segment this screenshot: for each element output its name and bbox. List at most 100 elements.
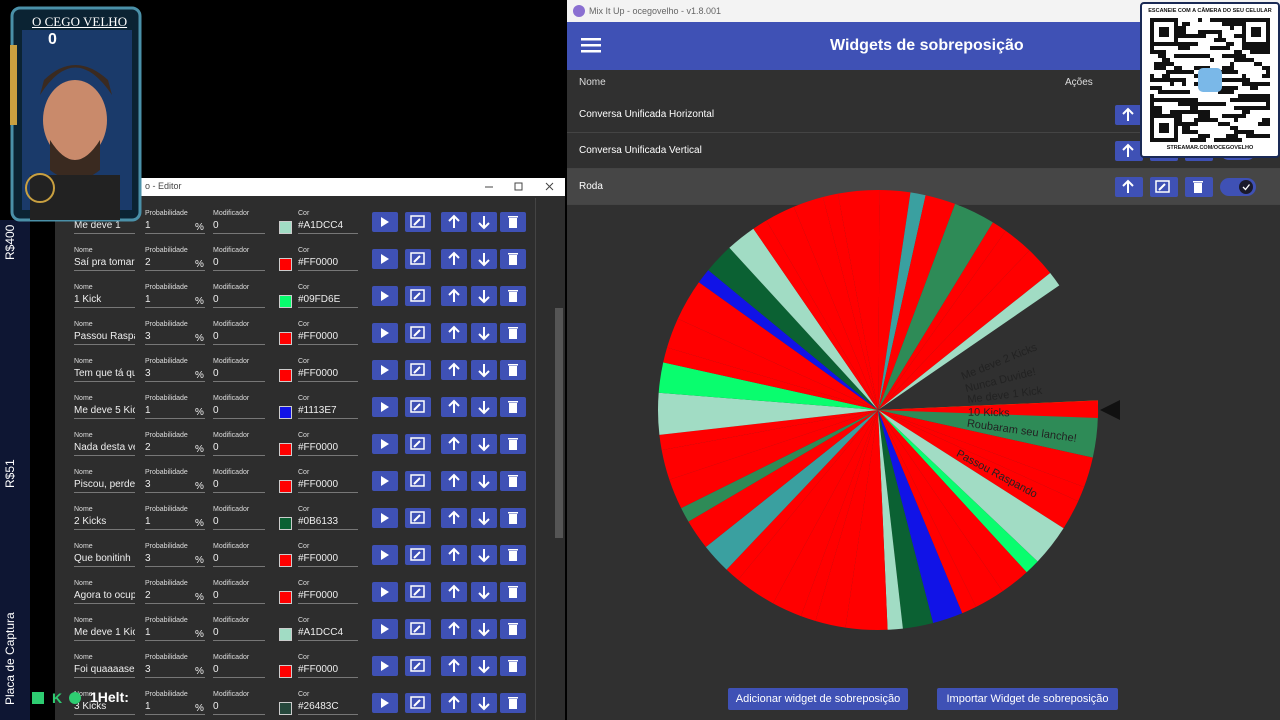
link-button[interactable] bbox=[1115, 105, 1143, 125]
color-swatch[interactable] bbox=[279, 221, 292, 234]
move-down-button[interactable] bbox=[471, 212, 497, 232]
move-up-button[interactable] bbox=[441, 693, 467, 713]
modifier-field[interactable]: 0 bbox=[213, 294, 265, 308]
color-swatch[interactable] bbox=[279, 480, 292, 493]
move-up-button[interactable] bbox=[441, 434, 467, 454]
move-up-button[interactable] bbox=[441, 212, 467, 232]
move-down-button[interactable] bbox=[471, 286, 497, 306]
window-controls[interactable] bbox=[480, 181, 560, 193]
move-up-button[interactable] bbox=[441, 619, 467, 639]
color-field[interactable]: #09FD6E bbox=[298, 294, 358, 308]
color-field[interactable]: #FF0000 bbox=[298, 442, 358, 456]
play-button[interactable] bbox=[372, 323, 398, 343]
move-up-button[interactable] bbox=[441, 323, 467, 343]
edit-button[interactable] bbox=[405, 545, 431, 565]
play-button[interactable] bbox=[372, 360, 398, 380]
probability-field[interactable]: 2 bbox=[145, 590, 205, 604]
move-down-button[interactable] bbox=[471, 323, 497, 343]
name-field[interactable]: Tem que tá qu bbox=[74, 368, 135, 382]
color-swatch[interactable] bbox=[279, 406, 292, 419]
move-up-button[interactable] bbox=[441, 397, 467, 417]
move-down-button[interactable] bbox=[471, 656, 497, 676]
probability-field[interactable]: 3 bbox=[145, 479, 205, 493]
name-field[interactable]: Me deve 1 bbox=[74, 220, 135, 234]
color-field[interactable]: #A1DCC4 bbox=[298, 627, 358, 641]
edit-button[interactable] bbox=[405, 249, 431, 269]
color-field[interactable]: #A1DCC4 bbox=[298, 220, 358, 234]
play-button[interactable] bbox=[372, 508, 398, 528]
delete-button[interactable] bbox=[500, 360, 526, 380]
color-field[interactable]: #0B6133 bbox=[298, 516, 358, 530]
edit-button[interactable] bbox=[405, 693, 431, 713]
move-down-button[interactable] bbox=[471, 582, 497, 602]
play-button[interactable] bbox=[372, 249, 398, 269]
probability-field[interactable]: 3 bbox=[145, 664, 205, 678]
move-up-button[interactable] bbox=[441, 656, 467, 676]
modifier-field[interactable]: 0 bbox=[213, 479, 265, 493]
color-swatch[interactable] bbox=[279, 702, 292, 715]
move-up-button[interactable] bbox=[441, 508, 467, 528]
name-field[interactable]: Que bonitinh bbox=[74, 553, 135, 567]
name-field[interactable]: Me deve 5 Kic bbox=[74, 405, 135, 419]
probability-field[interactable]: 1 bbox=[145, 627, 205, 641]
probability-field[interactable]: 2 bbox=[145, 442, 205, 456]
name-field[interactable]: 2 Kicks bbox=[74, 516, 135, 530]
move-down-button[interactable] bbox=[471, 471, 497, 491]
name-field[interactable]: Saí pra tomar bbox=[74, 257, 135, 271]
edit-button[interactable] bbox=[405, 471, 431, 491]
delete-button[interactable] bbox=[500, 508, 526, 528]
play-button[interactable] bbox=[372, 471, 398, 491]
edit-button[interactable] bbox=[1150, 177, 1178, 197]
edit-button[interactable] bbox=[405, 582, 431, 602]
play-button[interactable] bbox=[372, 656, 398, 676]
name-field[interactable]: 1 Kick bbox=[74, 294, 135, 308]
probability-field[interactable]: 1 bbox=[145, 516, 205, 530]
delete-button[interactable] bbox=[500, 212, 526, 232]
move-up-button[interactable] bbox=[441, 471, 467, 491]
modifier-field[interactable]: 0 bbox=[213, 590, 265, 604]
probability-field[interactable]: 1 bbox=[145, 701, 205, 715]
move-up-button[interactable] bbox=[441, 582, 467, 602]
modifier-field[interactable]: 0 bbox=[213, 553, 265, 567]
move-down-button[interactable] bbox=[471, 545, 497, 565]
move-up-button[interactable] bbox=[441, 360, 467, 380]
color-swatch[interactable] bbox=[279, 591, 292, 604]
color-field[interactable]: #FF0000 bbox=[298, 553, 358, 567]
color-swatch[interactable] bbox=[279, 554, 292, 567]
delete-button[interactable] bbox=[500, 693, 526, 713]
name-field[interactable]: 3 Kicks bbox=[74, 701, 135, 715]
move-down-button[interactable] bbox=[471, 434, 497, 454]
delete-button[interactable] bbox=[500, 545, 526, 565]
name-field[interactable]: Nada desta ve bbox=[74, 442, 135, 456]
color-field[interactable]: #26483C bbox=[298, 701, 358, 715]
delete-button[interactable] bbox=[500, 471, 526, 491]
color-swatch[interactable] bbox=[279, 443, 292, 456]
move-up-button[interactable] bbox=[441, 286, 467, 306]
modifier-field[interactable]: 0 bbox=[213, 701, 265, 715]
modifier-field[interactable]: 0 bbox=[213, 627, 265, 641]
probability-field[interactable]: 1 bbox=[145, 405, 205, 419]
delete-button[interactable] bbox=[1185, 177, 1213, 197]
color-swatch[interactable] bbox=[279, 517, 292, 530]
edit-button[interactable] bbox=[405, 323, 431, 343]
modifier-field[interactable]: 0 bbox=[213, 331, 265, 345]
modifier-field[interactable]: 0 bbox=[213, 368, 265, 382]
delete-button[interactable] bbox=[500, 434, 526, 454]
color-field[interactable]: #FF0000 bbox=[298, 257, 358, 271]
probability-field[interactable]: 3 bbox=[145, 553, 205, 567]
edit-button[interactable] bbox=[405, 508, 431, 528]
add-widget-button[interactable]: Adicionar widget de sobreposição bbox=[728, 688, 908, 710]
delete-button[interactable] bbox=[500, 397, 526, 417]
move-down-button[interactable] bbox=[471, 693, 497, 713]
name-field[interactable]: Foi quaaaase bbox=[74, 664, 135, 678]
color-field[interactable]: #1113E7 bbox=[298, 405, 358, 419]
play-button[interactable] bbox=[372, 286, 398, 306]
name-field[interactable]: Piscou, perde bbox=[74, 479, 135, 493]
color-field[interactable]: #FF0000 bbox=[298, 368, 358, 382]
play-button[interactable] bbox=[372, 619, 398, 639]
edit-button[interactable] bbox=[405, 397, 431, 417]
edit-button[interactable] bbox=[405, 434, 431, 454]
probability-field[interactable]: 2 bbox=[145, 257, 205, 271]
move-up-button[interactable] bbox=[441, 249, 467, 269]
edit-button[interactable] bbox=[405, 286, 431, 306]
